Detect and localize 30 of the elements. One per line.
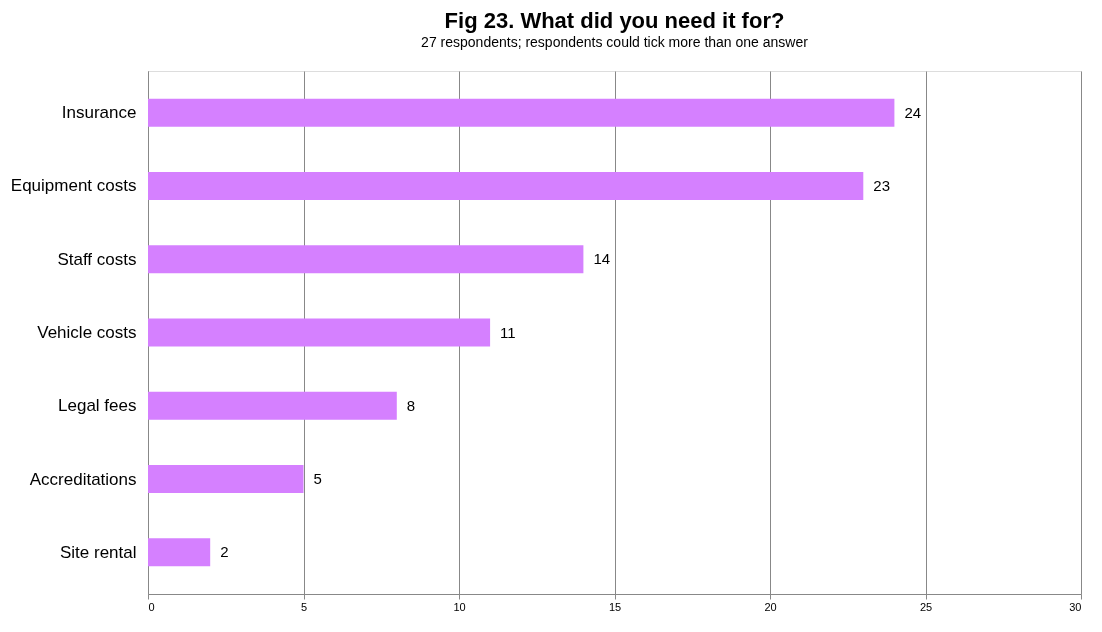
y-tick-label: Site rental [59, 542, 137, 562]
bar [148, 318, 491, 347]
data-label: 14 [593, 250, 611, 268]
data-label: 8 [406, 396, 416, 414]
y-tick-label: Insurance [61, 103, 137, 123]
bar [148, 245, 584, 274]
x-tick-label: 15 [608, 600, 622, 613]
y-tick-label: Legal fees [58, 396, 137, 416]
x-tick-label: 0 [148, 600, 155, 613]
bar [148, 98, 895, 127]
x-tick-label: 20 [764, 600, 777, 613]
bar [148, 171, 864, 200]
y-tick-label: Vehicle costs [37, 323, 137, 342]
data-label: 5 [313, 470, 322, 488]
y-tick-label: Staff costs [57, 249, 137, 269]
data-label: 2 [220, 543, 229, 561]
data-label: 11 [500, 323, 516, 341]
data-label: 24 [904, 103, 922, 121]
chart-title: Fig 23. What did you need it for? [444, 8, 785, 33]
bar [148, 391, 397, 420]
y-tick-label: Equipment costs [10, 176, 137, 196]
x-tick-label: 25 [919, 600, 933, 613]
bar [148, 538, 211, 567]
bar [148, 465, 304, 494]
x-tick-label: 10 [453, 600, 466, 613]
x-tick-label: 5 [300, 600, 308, 613]
x-tick-label: 30 [1069, 600, 1082, 613]
chart-subtitle: 27 respondents; respondents could tick more than one answer [421, 34, 809, 50]
y-tick-label: Accreditations [29, 469, 137, 489]
data-label: 23 [873, 176, 890, 194]
